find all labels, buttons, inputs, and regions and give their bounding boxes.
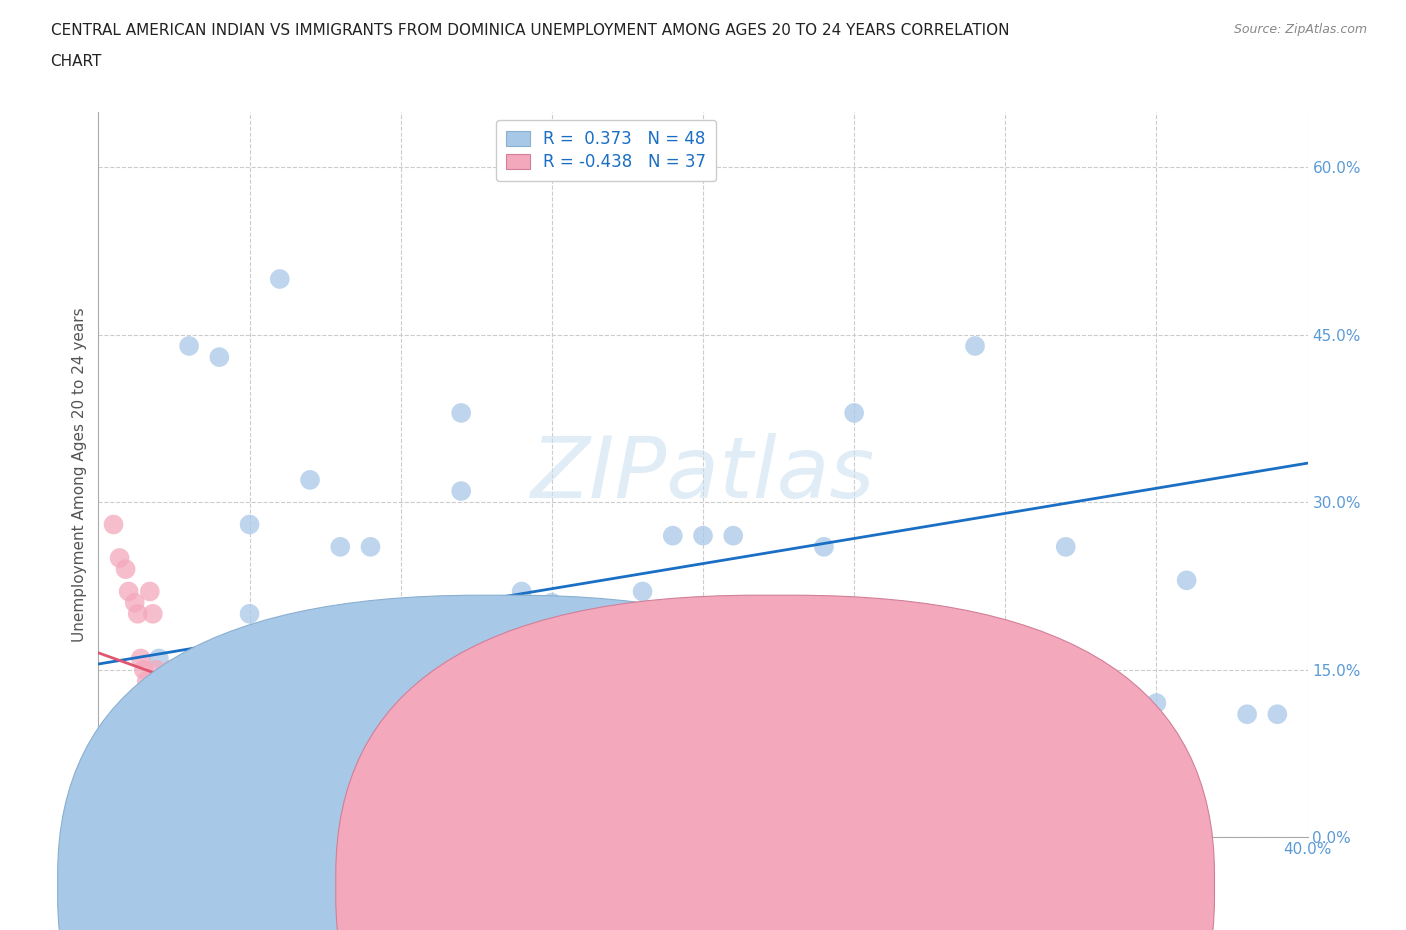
Point <box>108 551 131 565</box>
Point <box>389 640 412 655</box>
Text: CENTRAL AMERICAN INDIAN VS IMMIGRANTS FROM DOMINICA UNEMPLOYMENT AMONG AGES 20 T: CENTRAL AMERICAN INDIAN VS IMMIGRANTS FR… <box>51 23 1010 38</box>
Point <box>540 763 562 777</box>
Point <box>420 807 443 822</box>
Point <box>571 751 593 766</box>
Text: CHART: CHART <box>51 54 103 69</box>
Point <box>481 651 503 666</box>
Point <box>723 528 745 543</box>
Point <box>129 651 152 666</box>
Point <box>179 339 201 353</box>
Y-axis label: Unemployment Among Ages 20 to 24 years: Unemployment Among Ages 20 to 24 years <box>72 307 87 642</box>
Point <box>179 673 201 688</box>
Point <box>211 740 233 755</box>
Point <box>965 339 987 353</box>
Point <box>420 640 443 655</box>
Point <box>481 807 503 822</box>
Point <box>172 796 194 811</box>
Point <box>299 472 322 487</box>
Point <box>481 629 503 644</box>
Point <box>239 796 262 811</box>
Point <box>450 405 472 420</box>
Point <box>329 539 352 554</box>
Point <box>389 606 412 621</box>
Text: ZIPatlas: ZIPatlas <box>531 432 875 516</box>
Point <box>661 528 683 543</box>
Point <box>329 640 352 655</box>
Point <box>142 606 165 621</box>
Point <box>148 673 170 688</box>
Point <box>450 640 472 655</box>
Point <box>239 517 262 532</box>
Point <box>150 718 173 733</box>
Point <box>1054 539 1077 554</box>
Point <box>360 640 382 655</box>
Point <box>269 272 291 286</box>
Point <box>271 796 294 811</box>
Point <box>299 618 322 632</box>
Point <box>602 640 624 655</box>
Point <box>1267 707 1289 722</box>
Point <box>269 740 291 755</box>
Point <box>510 584 533 599</box>
Point <box>118 584 141 599</box>
Point <box>360 539 382 554</box>
Point <box>187 796 209 811</box>
Point <box>153 740 176 755</box>
Legend: R =  0.373   N = 48, R = -0.438   N = 37: R = 0.373 N = 48, R = -0.438 N = 37 <box>496 120 716 181</box>
Text: Central American Indians: Central American Indians <box>526 878 711 893</box>
Point <box>510 673 533 688</box>
Point <box>602 673 624 688</box>
Point <box>481 662 503 677</box>
Point <box>103 517 125 532</box>
Point <box>208 350 231 365</box>
Point <box>1175 573 1198 588</box>
Point <box>1236 707 1258 722</box>
Point <box>571 640 593 655</box>
Point <box>360 684 382 699</box>
Point <box>692 528 714 543</box>
Point <box>299 796 322 811</box>
Point <box>184 763 207 777</box>
Point <box>145 662 167 677</box>
Point <box>389 662 412 677</box>
Point <box>139 584 162 599</box>
Point <box>114 562 136 577</box>
Point <box>156 763 179 777</box>
Point <box>214 796 236 811</box>
Point <box>360 796 382 811</box>
Point <box>208 684 231 699</box>
Point <box>631 584 654 599</box>
Point <box>166 740 188 755</box>
Point <box>631 740 654 755</box>
Text: Source: ZipAtlas.com: Source: ZipAtlas.com <box>1233 23 1367 36</box>
Point <box>163 673 186 688</box>
Point <box>169 763 191 777</box>
Point <box>450 484 472 498</box>
Point <box>540 807 562 822</box>
Point <box>844 405 866 420</box>
Point <box>181 718 204 733</box>
Point <box>148 651 170 666</box>
Point <box>239 606 262 621</box>
Point <box>329 662 352 677</box>
Point <box>124 595 146 610</box>
Point <box>813 539 835 554</box>
Point <box>540 595 562 610</box>
Point <box>1144 696 1167 711</box>
Point <box>135 673 157 688</box>
Point <box>299 640 322 655</box>
Point <box>127 606 149 621</box>
Point <box>329 796 352 811</box>
Point <box>450 662 472 677</box>
Point <box>420 606 443 621</box>
Point <box>160 662 183 677</box>
Text: Immigrants from Dominica: Immigrants from Dominica <box>804 878 1000 893</box>
Point <box>132 662 155 677</box>
